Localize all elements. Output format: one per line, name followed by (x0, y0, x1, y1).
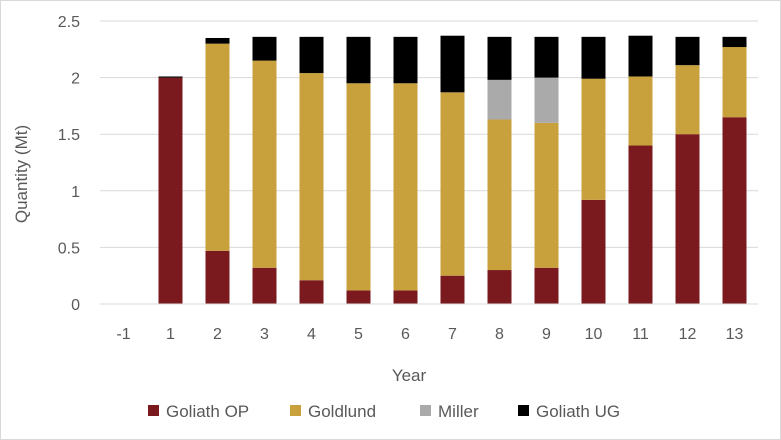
bar-goliath-ug-year-12 (675, 36, 700, 66)
x-tick-label: 12 (679, 326, 697, 343)
y-tick-label: 2 (71, 71, 80, 88)
bar-goliath-op-year-6 (393, 290, 418, 304)
legend-swatch-goldlund (290, 405, 301, 416)
x-tick-label: 4 (307, 326, 316, 343)
bar-goldlund-year-5 (346, 83, 371, 291)
bar-goldlund-year-11 (628, 76, 653, 146)
bar-goliath-op-year-9 (534, 267, 559, 304)
bar-goliath-op-year-11 (628, 145, 653, 304)
bar-goliath-op-year-2 (205, 250, 230, 304)
x-tick-label: 2 (213, 326, 222, 343)
bar-miller-year-9 (534, 77, 559, 123)
bar-goliath-op-year-1 (158, 77, 183, 304)
y-tick-label: 1 (71, 184, 80, 201)
bar-goldlund-year-13 (722, 47, 747, 118)
legend-swatch-goliath-ug (518, 405, 529, 416)
y-tick-label: 0 (71, 297, 80, 314)
x-axis-title: Year (392, 366, 427, 385)
x-tick-label: 5 (354, 326, 363, 343)
bar-goliath-ug-year-7 (440, 35, 465, 93)
legend-swatch-miller (420, 405, 431, 416)
y-axis: 0 0.5 1 1.5 2 2.5 (58, 14, 80, 314)
bar-goldlund-year-3 (252, 60, 277, 268)
bars (158, 35, 747, 304)
bar-goliath-op-year-8 (487, 270, 512, 304)
y-tick-label: 0.5 (58, 240, 80, 257)
y-tick-label: 1.5 (58, 127, 80, 144)
x-tick-label: 1 (166, 326, 175, 343)
x-axis: -1 1 2 3 4 5 6 7 8 9 10 11 12 13 (100, 303, 758, 343)
bar-goliath-ug-year-9 (534, 36, 559, 78)
bar-goliath-op-year-7 (440, 275, 465, 304)
bar-goliath-ug-year-1 (158, 76, 183, 78)
bar-goliath-ug-year-4 (299, 36, 324, 74)
x-tick-label: -1 (116, 326, 130, 343)
bar-goliath-ug-year-8 (487, 36, 512, 80)
legend: Goliath OP Goldlund Miller Goliath UG (148, 402, 620, 421)
legend-label-goliath-op: Goliath OP (166, 402, 249, 421)
bar-goldlund-year-12 (675, 65, 700, 135)
bar-miller-year-8 (487, 79, 512, 120)
bar-goliath-op-year-12 (675, 134, 700, 304)
bar-goliath-op-year-10 (581, 199, 606, 304)
legend-label-miller: Miller (438, 402, 479, 421)
bar-goliath-ug-year-6 (393, 36, 418, 84)
legend-swatch-goliath-op (148, 405, 159, 416)
y-axis-title: Quantity (Mt) (12, 125, 31, 223)
bar-goliath-ug-year-10 (581, 36, 606, 79)
x-tick-label: 9 (542, 326, 551, 343)
bar-goldlund-year-7 (440, 92, 465, 276)
bar-goldlund-year-9 (534, 122, 559, 268)
bar-goliath-ug-year-11 (628, 35, 653, 77)
legend-label-goldlund: Goldlund (308, 402, 376, 421)
x-tick-label: 6 (401, 326, 410, 343)
bar-goliath-op-year-13 (722, 117, 747, 304)
x-tick-label: 7 (448, 326, 457, 343)
bar-goliath-ug-year-13 (722, 36, 747, 48)
x-tick-label: 10 (585, 326, 603, 343)
legend-label-goliath-ug: Goliath UG (536, 402, 620, 421)
bar-goldlund-year-10 (581, 78, 606, 200)
x-tick-label: 11 (632, 326, 649, 343)
bar-goldlund-year-2 (205, 43, 230, 251)
bar-goldlund-year-8 (487, 119, 512, 271)
bar-goldlund-year-4 (299, 73, 324, 281)
x-tick-label: 3 (260, 326, 269, 343)
bar-goliath-ug-year-3 (252, 36, 277, 61)
bar-goliath-op-year-4 (299, 280, 324, 304)
bar-goliath-ug-year-5 (346, 36, 371, 84)
x-tick-label: 8 (495, 326, 504, 343)
bar-goliath-op-year-5 (346, 290, 371, 304)
bar-goliath-ug-year-2 (205, 37, 230, 44)
bar-goliath-op-year-3 (252, 267, 277, 304)
y-tick-label: 2.5 (58, 14, 80, 31)
x-tick-label: 13 (726, 326, 744, 343)
bar-goldlund-year-6 (393, 83, 418, 291)
